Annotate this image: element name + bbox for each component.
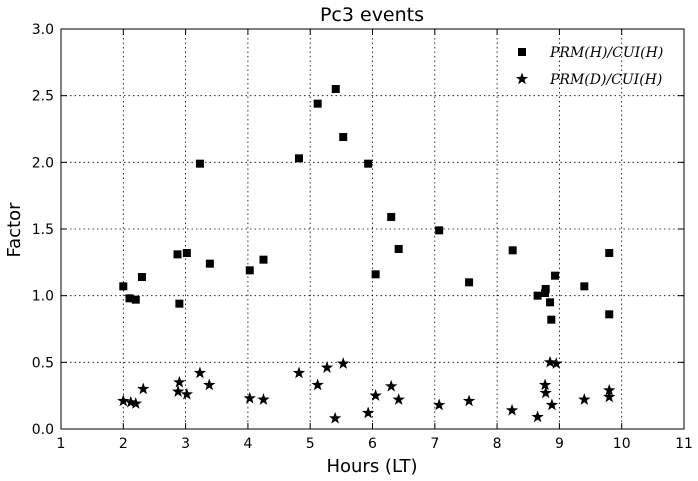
data-point-square xyxy=(364,159,373,168)
x-axis: 1 2 3 4 5 6 7 8 9 10 11 xyxy=(57,29,693,452)
data-point-star xyxy=(292,366,306,379)
y-axis-label: Factor xyxy=(4,202,25,258)
data-point-square xyxy=(195,159,204,168)
data-point-star xyxy=(392,393,405,405)
data-point-star xyxy=(203,378,216,391)
x-tick-label: 6 xyxy=(368,436,377,452)
data-point-square xyxy=(533,291,542,300)
legend-marker-square xyxy=(518,48,526,56)
data-point-star xyxy=(320,361,334,373)
y-tick-label: 0.0 xyxy=(32,422,54,438)
x-tick-label: 10 xyxy=(613,436,631,452)
data-point-star xyxy=(243,391,256,404)
data-point-star xyxy=(543,355,557,368)
data-point-square xyxy=(182,249,191,257)
data-point-star xyxy=(603,390,616,403)
data-point-star xyxy=(129,397,142,409)
data-point-square xyxy=(547,315,556,324)
data-point-star xyxy=(539,386,552,399)
data-point-star xyxy=(257,393,270,405)
data-point-square xyxy=(541,285,550,293)
data-point-square xyxy=(508,246,517,255)
data-point-star xyxy=(462,394,476,407)
data-point-square xyxy=(394,245,403,253)
data-point-star xyxy=(550,357,563,369)
x-tick-label: 11 xyxy=(675,436,693,452)
data-point-square xyxy=(605,310,614,319)
data-point-star xyxy=(545,398,559,411)
data-point-star xyxy=(137,382,150,395)
legend-label-prm-d: PRM(D)/CUI(H) xyxy=(549,72,662,88)
data-point-star xyxy=(117,394,130,407)
y-tick-label: 2.5 xyxy=(32,89,54,105)
data-point-square xyxy=(173,250,182,259)
data-point-star xyxy=(432,398,446,411)
data-point-square xyxy=(131,295,140,304)
legend-swatch-star xyxy=(515,72,529,85)
y-tick-label: 0.5 xyxy=(32,355,54,371)
x-tick-label: 2 xyxy=(119,436,128,452)
data-point-square xyxy=(551,271,560,280)
data-point-square xyxy=(259,255,268,264)
data-point-star xyxy=(193,366,207,379)
legend-item-prm-d: PRM(D)/CUI(H) xyxy=(515,72,662,88)
data-point-square xyxy=(371,270,380,279)
x-axis-label: Hours (LT) xyxy=(326,456,417,477)
data-point-square xyxy=(205,259,214,268)
legend: PRM(H)/CUI(H) PRM(D)/CUI(H) xyxy=(515,45,663,88)
data-point-square xyxy=(546,298,555,307)
data-point-square xyxy=(387,213,396,221)
x-tick-label: 5 xyxy=(306,436,315,452)
x-tick-label: 3 xyxy=(181,436,190,452)
data-point-star xyxy=(361,406,375,419)
data-point-square xyxy=(125,294,134,303)
y-tick-label: 3.0 xyxy=(32,22,54,38)
legend-item-prm-h: PRM(H)/CUI(H) xyxy=(518,45,663,61)
data-point-star xyxy=(328,411,342,424)
data-point-square xyxy=(331,85,340,93)
data-point-square xyxy=(294,154,303,163)
data-point-star xyxy=(505,403,519,416)
data-point-star xyxy=(337,357,350,369)
data-point-star xyxy=(369,389,382,401)
y-tick-label: 1.5 xyxy=(32,222,54,238)
data-point-star xyxy=(603,383,616,396)
data-point-square xyxy=(119,282,128,291)
x-tick-label: 4 xyxy=(243,436,252,452)
data-point-star xyxy=(578,393,591,405)
grid xyxy=(61,29,684,429)
data-point-square xyxy=(339,133,348,141)
data-point-square xyxy=(245,266,254,275)
data-point-star xyxy=(173,375,186,388)
legend-label-prm-h: PRM(H)/CUI(H) xyxy=(549,45,663,61)
data-point-star xyxy=(180,387,194,400)
chart-title: Pc3 events xyxy=(320,4,424,26)
data-point-star xyxy=(311,378,324,391)
legend-swatch-square xyxy=(518,48,526,56)
x-tick-label: 8 xyxy=(493,436,502,452)
x-tick-label: 7 xyxy=(430,436,439,452)
x-tick-label: 1 xyxy=(57,436,66,452)
data-point-star xyxy=(531,410,544,423)
data-point-square xyxy=(465,278,474,287)
data-point-square xyxy=(580,282,589,291)
data-series xyxy=(117,85,616,424)
x-tick-label: 9 xyxy=(555,436,564,452)
data-point-square xyxy=(435,226,444,235)
series-square xyxy=(119,85,614,324)
data-point-star xyxy=(538,378,552,391)
data-point-square xyxy=(313,99,322,108)
y-tick-label: 2.0 xyxy=(32,155,54,171)
legend-marker-star xyxy=(515,72,529,85)
series-star xyxy=(117,355,616,424)
data-point-square xyxy=(175,299,184,308)
y-axis: 0.0 0.5 1.0 1.5 2.0 2.5 3.0 xyxy=(32,22,684,438)
data-point-square xyxy=(137,273,146,281)
data-point-star xyxy=(171,385,185,397)
plot-frame xyxy=(60,28,685,430)
data-point-star xyxy=(385,379,398,392)
y-tick-label: 1.0 xyxy=(32,289,54,305)
data-point-square xyxy=(605,249,614,257)
